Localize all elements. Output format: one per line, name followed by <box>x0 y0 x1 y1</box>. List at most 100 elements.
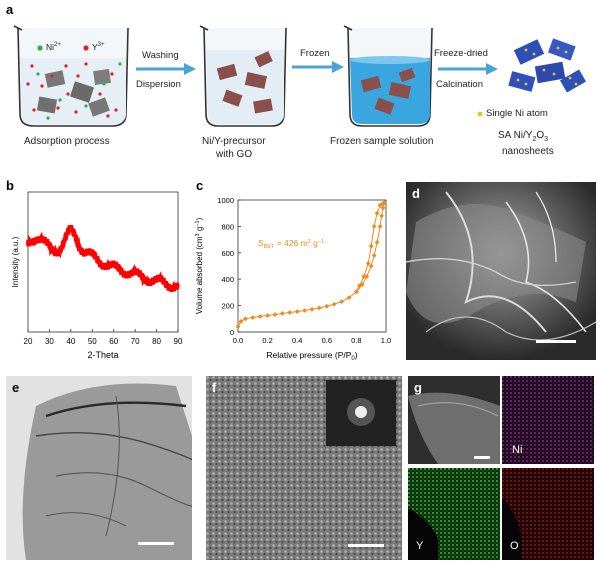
panel-g-o-map: O <box>502 468 594 560</box>
tem-texture <box>6 376 192 560</box>
chart-c-ticks: 0.0 0.2 0.4 0.6 0.8 1.0 0 200 400 600 800 1000 <box>217 196 391 345</box>
bet-point <box>250 315 256 320</box>
legend-y-charge: 3+ <box>97 42 105 49</box>
xtick-label: 70 <box>131 337 140 346</box>
bet-point <box>257 314 263 319</box>
bet-point <box>235 324 241 330</box>
chart-c-ann-sup2: −1 <box>318 239 324 245</box>
chart-c-series <box>235 200 387 330</box>
sem-texture <box>406 182 596 360</box>
bet-point <box>371 224 377 229</box>
beaker-adsorption <box>13 25 129 127</box>
arrow3-top-label: Freeze-dried <box>434 48 488 59</box>
beaker-frozen <box>343 25 433 127</box>
bet-point <box>380 200 386 206</box>
bet-point <box>324 303 330 309</box>
chart-c-xlabel: Relative pressure (P/P0) <box>266 350 357 362</box>
xtick-label: 0.6 <box>322 336 332 345</box>
chart-b-series <box>26 224 180 293</box>
hrtem-texture <box>206 376 402 560</box>
panel-g-haadf <box>408 376 500 464</box>
chart-c-ann-sup: 2 <box>308 239 311 245</box>
o-map-texture <box>502 468 594 560</box>
bet-point <box>265 313 270 318</box>
arrow-right-icon <box>136 63 196 75</box>
chart-c-annotation: SBET = 426 m2 g−1 <box>258 238 324 250</box>
scale-bar-f <box>348 544 384 547</box>
scale-bar-d <box>536 340 576 343</box>
ni-map-texture <box>502 376 594 464</box>
xtick-label: 60 <box>109 337 118 346</box>
panel-a-label: a <box>6 2 14 17</box>
caption-precursor-2: with GO <box>216 149 253 160</box>
scale-bar-g <box>474 456 490 459</box>
xtick-label: 0.8 <box>351 336 361 345</box>
bet-point <box>287 310 293 315</box>
bet-point <box>302 308 307 313</box>
bet-point <box>272 312 278 317</box>
bet-point <box>238 319 244 324</box>
chart-c-xlabel-end: ) <box>355 350 358 360</box>
ytick-label: 400 <box>221 275 234 284</box>
chart-c-ylabel: Volume absorbed (cm3 g−1) <box>195 217 204 314</box>
panel-c-label: c <box>196 178 204 193</box>
legend-ni-label: Ni2+ <box>46 42 61 52</box>
xtick-label: 20 <box>24 337 33 346</box>
ytick-label: 200 <box>221 302 234 311</box>
xtick-label: 80 <box>152 337 161 346</box>
legend-ni-text: Ni <box>46 42 55 52</box>
bet-point <box>331 301 337 307</box>
panel-f-hrtem-image <box>206 376 402 560</box>
chart-c-frame <box>237 199 387 333</box>
chart-c-ann-sub: BET <box>264 244 275 250</box>
product-label: SA Ni/Y2O3 <box>498 130 548 143</box>
nanosheets-illustration <box>508 38 587 93</box>
caption-frozen: Frozen sample solution <box>330 136 434 147</box>
haadf-texture <box>408 376 500 464</box>
bet-point <box>280 311 285 316</box>
bet-point <box>365 260 371 266</box>
chart-c-ylabel-text: Volume absorbed (cm <box>195 236 204 314</box>
panel-b-label: b <box>6 178 14 193</box>
panel-g-y-map: Y <box>408 468 500 560</box>
single-atom-dot-icon <box>477 111 483 117</box>
bet-point <box>377 224 383 229</box>
bet-point <box>374 210 380 216</box>
panel-d-sem-image <box>406 182 596 360</box>
xtick-label: 0.2 <box>262 336 272 345</box>
bet-point <box>354 289 359 295</box>
y-map-texture <box>408 468 500 560</box>
caption-adsorption: Adsorption process <box>24 136 110 147</box>
bet-point <box>317 305 322 311</box>
bet-point <box>379 213 384 219</box>
panel-e-tem-image <box>6 376 192 560</box>
chart-c-ylabel-end: ) <box>195 217 204 220</box>
chart-b-frame <box>27 191 179 333</box>
bet-point <box>374 239 380 245</box>
map-o-label: O <box>510 540 519 552</box>
chart-b-xrd: 20 30 40 50 60 70 80 90 2-Theta Intensity (a.u.… <box>11 191 183 360</box>
bet-point <box>380 205 386 211</box>
bet-point <box>368 243 374 249</box>
product-label-2: nanosheets <box>502 146 554 157</box>
ytick-label: 600 <box>221 249 234 258</box>
chart-b-xticks: 20 30 40 50 60 70 80 90 <box>24 329 183 346</box>
chart-c-ylabel-sup2: −1 <box>195 220 201 226</box>
arrow-right-icon <box>438 63 498 75</box>
xtick-label: 40 <box>66 337 75 346</box>
legend-ni-charge: 2+ <box>54 42 61 49</box>
product-text: SA Ni/Y <box>498 130 533 141</box>
arrow3-bottom-label: Calcination <box>436 79 483 90</box>
bet-point <box>294 309 300 314</box>
bet-point <box>243 316 248 322</box>
xtick-label: 0.0 <box>233 336 243 345</box>
chart-c-xlabel-sub: 0 <box>351 356 355 362</box>
arrow1-bottom-label: Dispersion <box>136 79 181 90</box>
chart-c-ylabel-mid: g <box>195 227 204 234</box>
product-mid: O <box>536 130 545 141</box>
bet-point <box>356 283 362 289</box>
beaker-precursor <box>199 25 287 127</box>
xtick-label: 50 <box>88 337 97 346</box>
chart-c-ann-s: S <box>258 238 264 248</box>
panel-d-label: d <box>412 186 420 201</box>
